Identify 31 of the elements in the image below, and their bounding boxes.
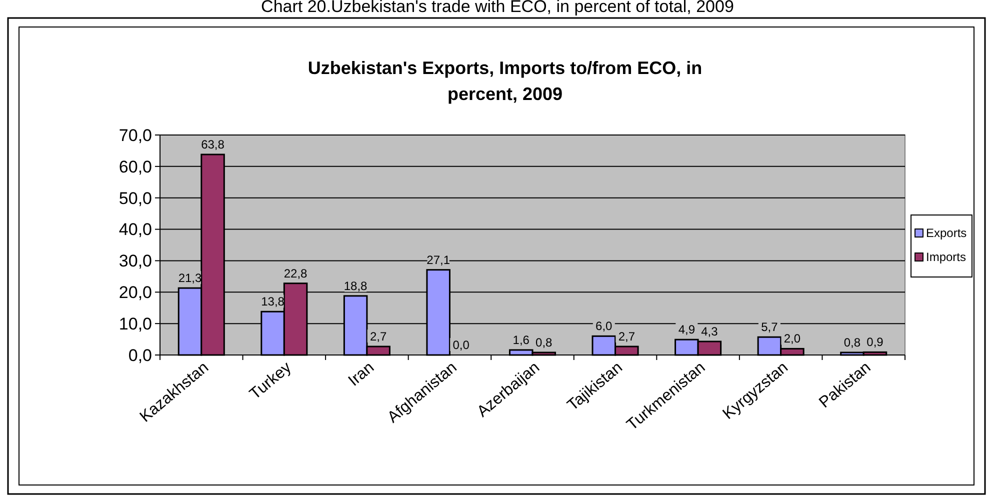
y-tick-label: 20,0 [118,283,152,302]
y-tick-label: 30,0 [118,252,152,271]
data-label: 0,8 [536,335,553,350]
chart-title: Uzbekistan's Exports, Imports to/from ECO, in percent, 2009 [308,58,702,104]
data-label: 18,8 [344,278,368,293]
y-tick-label: 60,0 [118,157,152,176]
caption: Chart 20.Uzbekistan's trade with ECO, in percent of total, 2009 [261,0,734,16]
data-label: 0,8 [844,335,861,350]
data-label: 13,8 [261,294,285,309]
y-tick-label: 40,0 [118,220,152,240]
data-label: 6,0 [596,319,613,334]
data-label: 4,3 [701,324,718,338]
data-label: 2,0 [784,332,801,346]
x-tick-label: Iran [345,359,378,390]
data-label: 21,3 [178,271,202,286]
y-tick-label: 0,0 [128,346,152,365]
data-label: 63,8 [201,137,225,152]
data-label: 0,9 [866,335,884,350]
data-label: 0,0 [452,338,470,352]
legend-label: Exports [926,226,967,240]
data-label: 1,6 [512,332,530,347]
data-label: 22,8 [284,266,308,280]
data-label: 5,7 [761,320,778,334]
data-label: 2,7 [370,330,387,344]
data-label: 27,1 [426,252,450,267]
y-tick-label: 70,0 [118,126,152,145]
y-tick-label: 50,0 [118,188,152,208]
y-tick-label: 10,0 [118,314,152,334]
data-label: 4,9 [678,322,696,337]
data-label: 2,7 [618,330,636,344]
legend-label: Imports [926,250,966,264]
